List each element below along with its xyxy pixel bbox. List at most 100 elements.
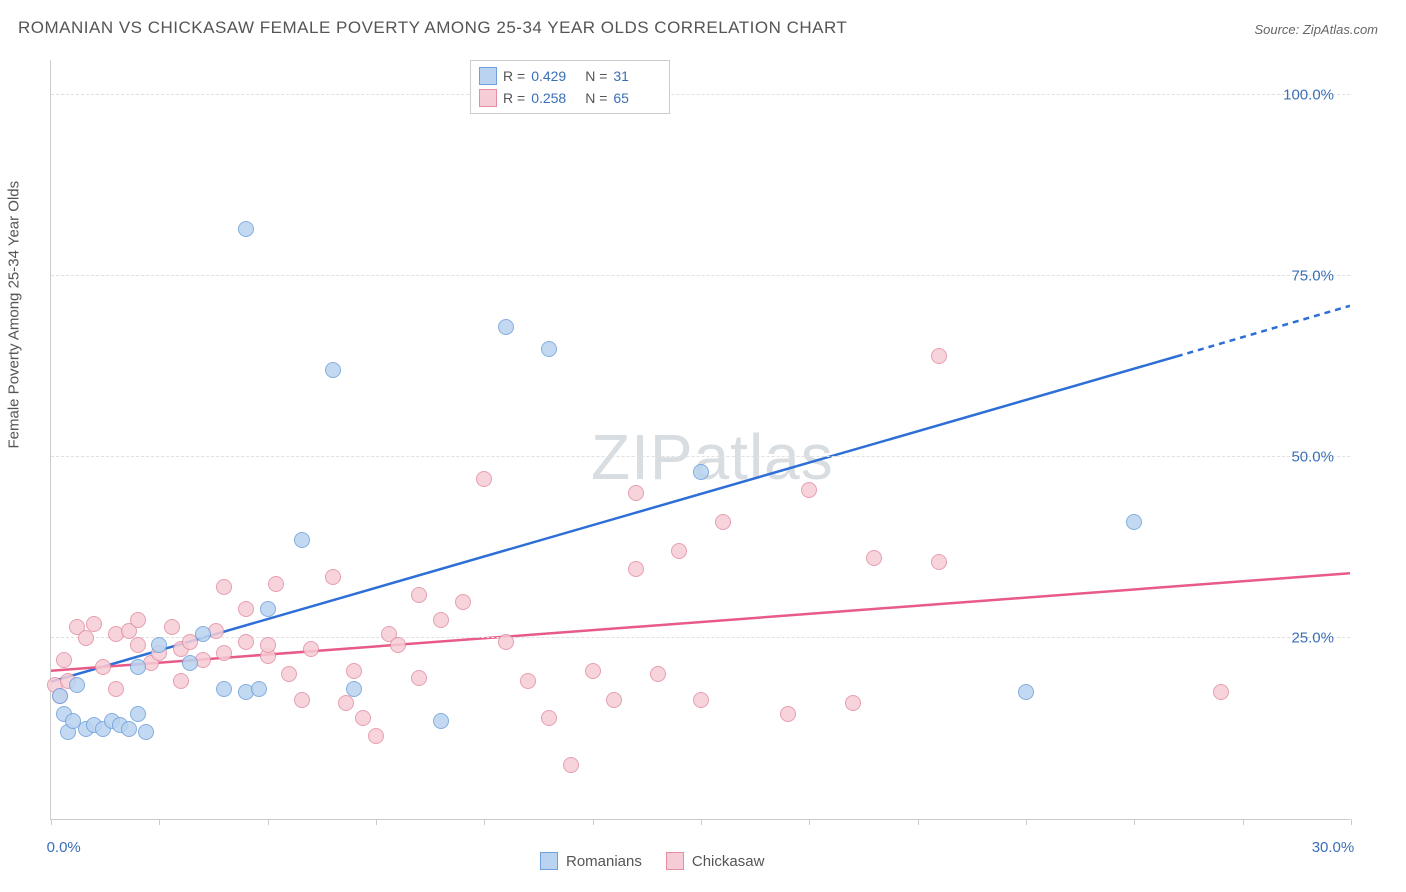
data-point	[294, 692, 310, 708]
x-tick	[51, 819, 52, 825]
grid-line	[51, 94, 1350, 95]
data-point	[151, 637, 167, 653]
data-point	[260, 601, 276, 617]
data-point	[390, 637, 406, 653]
data-point	[368, 728, 384, 744]
data-point	[130, 706, 146, 722]
data-point	[78, 630, 94, 646]
data-point	[1018, 684, 1034, 700]
x-tick	[376, 819, 377, 825]
data-point	[355, 710, 371, 726]
legend-row-romanians: R = 0.429 N = 31	[479, 65, 661, 87]
data-point	[56, 652, 72, 668]
y-tick-label: 25.0%	[1291, 630, 1334, 647]
chart-title: ROMANIAN VS CHICKASAW FEMALE POVERTY AMO…	[18, 18, 847, 38]
data-point	[268, 576, 284, 592]
data-point	[86, 616, 102, 632]
data-point	[130, 612, 146, 628]
data-point	[845, 695, 861, 711]
x-tick	[809, 819, 810, 825]
data-point	[780, 706, 796, 722]
data-point	[671, 543, 687, 559]
data-point	[251, 681, 267, 697]
legend-series: Romanians Chickasaw	[540, 852, 764, 870]
legend-row-chickasaw: R = 0.258 N = 65	[479, 87, 661, 109]
x-tick	[1026, 819, 1027, 825]
x-tick	[918, 819, 919, 825]
x-tick	[484, 819, 485, 825]
data-point	[931, 348, 947, 364]
x-tick	[268, 819, 269, 825]
data-point	[498, 634, 514, 650]
data-point	[606, 692, 622, 708]
data-point	[541, 710, 557, 726]
data-point	[801, 482, 817, 498]
data-point	[164, 619, 180, 635]
x-tick	[159, 819, 160, 825]
data-point	[195, 626, 211, 642]
data-point	[346, 663, 362, 679]
data-point	[216, 645, 232, 661]
legend-swatch-romanians	[540, 852, 558, 870]
data-point	[130, 637, 146, 653]
data-point	[173, 673, 189, 689]
swatch-chickasaw	[479, 89, 497, 107]
data-point	[52, 688, 68, 704]
data-point	[238, 221, 254, 237]
data-point	[338, 695, 354, 711]
data-point	[866, 550, 882, 566]
y-tick-label: 50.0%	[1291, 449, 1334, 466]
data-point	[325, 569, 341, 585]
data-point	[433, 713, 449, 729]
data-point	[628, 485, 644, 501]
data-point	[520, 673, 536, 689]
legend-item-romanians: Romanians	[540, 852, 642, 870]
data-point	[693, 464, 709, 480]
grid-line	[51, 275, 1350, 276]
y-tick-label: 75.0%	[1291, 268, 1334, 285]
x-tick	[701, 819, 702, 825]
data-point	[238, 601, 254, 617]
data-point	[563, 757, 579, 773]
x-tick	[1351, 819, 1352, 825]
data-point	[541, 341, 557, 357]
y-axis-label: Female Poverty Among 25-34 Year Olds	[6, 181, 23, 449]
data-point	[281, 666, 297, 682]
data-point	[455, 594, 471, 610]
data-point	[303, 641, 319, 657]
data-point	[69, 677, 85, 693]
plot-area: ZIPatlas 25.0%50.0%75.0%100.0%	[50, 60, 1350, 820]
x-tick	[593, 819, 594, 825]
data-point	[628, 561, 644, 577]
chart-container: ROMANIAN VS CHICKASAW FEMALE POVERTY AMO…	[0, 0, 1406, 892]
y-tick-label: 100.0%	[1283, 87, 1334, 104]
data-point	[121, 721, 137, 737]
data-point	[693, 692, 709, 708]
data-point	[95, 659, 111, 675]
data-point	[476, 471, 492, 487]
grid-line	[51, 456, 1350, 457]
data-point	[260, 637, 276, 653]
x-tick-label: 0.0%	[47, 839, 81, 856]
data-point	[715, 514, 731, 530]
x-tick	[1134, 819, 1135, 825]
data-point	[216, 579, 232, 595]
legend-item-chickasaw: Chickasaw	[666, 852, 765, 870]
data-point	[1213, 684, 1229, 700]
data-point	[433, 612, 449, 628]
data-point	[931, 554, 947, 570]
legend-correlation: R = 0.429 N = 31 R = 0.258 N = 65	[470, 60, 670, 114]
data-point	[1126, 514, 1142, 530]
data-point	[238, 634, 254, 650]
data-point	[130, 659, 146, 675]
data-point	[294, 532, 310, 548]
data-point	[346, 681, 362, 697]
data-point	[216, 681, 232, 697]
data-point	[585, 663, 601, 679]
legend-swatch-chickasaw	[666, 852, 684, 870]
x-tick-label: 30.0%	[1312, 839, 1355, 856]
swatch-romanians	[479, 67, 497, 85]
data-point	[411, 670, 427, 686]
data-point	[411, 587, 427, 603]
data-point	[182, 655, 198, 671]
